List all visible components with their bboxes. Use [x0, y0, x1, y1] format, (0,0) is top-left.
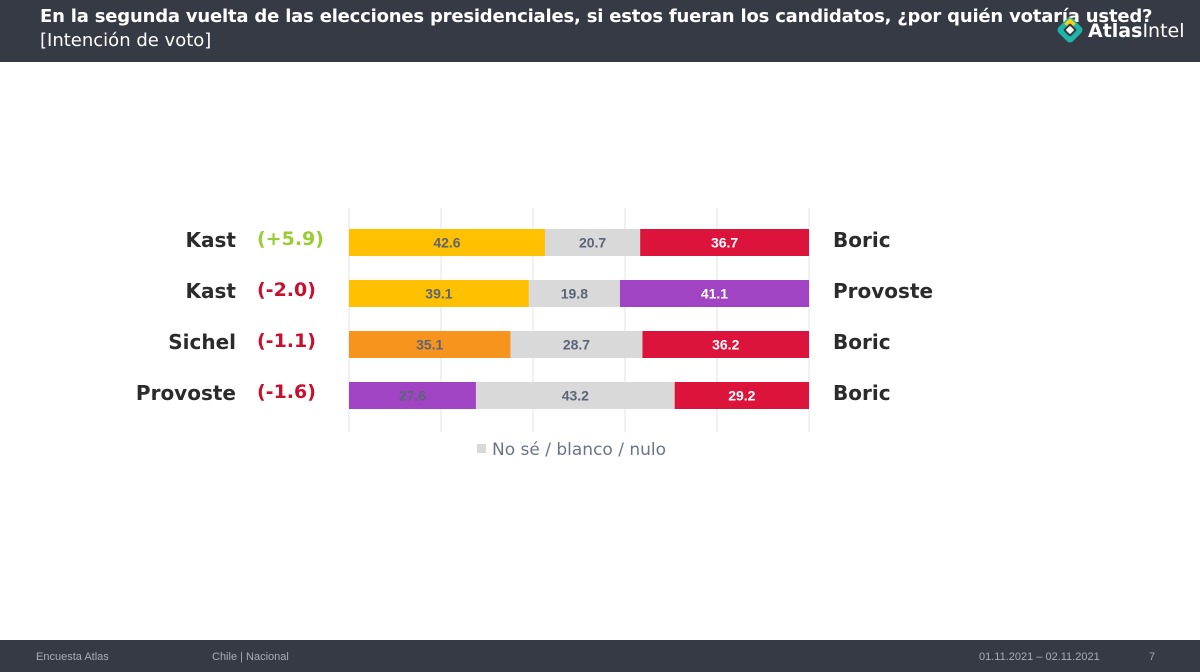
- bar-segment-undecided: [510, 331, 643, 358]
- footer-page-number: 7: [1149, 651, 1156, 663]
- bar-segment-undecided: [475, 382, 675, 409]
- data-label-right: 36.2: [712, 337, 739, 353]
- atlasintel-logo: AtlasIntel: [1057, 17, 1185, 45]
- footer-dates: 01.11.2021 – 02.11.2021: [979, 651, 1100, 663]
- header-bar: En la segunda vuelta de las elecciones p…: [0, 0, 1200, 62]
- atlas-logo-icon: [1057, 17, 1083, 43]
- chart-subtitle: [Intención de voto]: [40, 30, 212, 51]
- data-label-left: 27.6: [399, 388, 426, 404]
- candidate-label-right: Boric: [833, 330, 891, 354]
- candidate-label-left: Sichel: [168, 330, 236, 354]
- difference-label: (-1.6): [257, 381, 316, 403]
- logo-bold-text: Atlas: [1088, 20, 1143, 42]
- logo-wordmark: AtlasIntel: [1088, 20, 1185, 42]
- bar-segment-right: [619, 280, 809, 307]
- candidate-label-right: Boric: [833, 381, 891, 405]
- bar-segment-left: [349, 280, 529, 307]
- data-label-left: 35.1: [416, 337, 443, 353]
- candidate-label-left: Kast: [185, 228, 236, 252]
- bar-segment-left: [349, 382, 476, 409]
- bar-segment-undecided: [528, 280, 620, 307]
- footer-scope: Chile | Nacional: [212, 651, 289, 663]
- data-label-left: 42.6: [433, 235, 460, 251]
- difference-label: (-2.0): [257, 279, 316, 301]
- chart-legend: No sé / blanco / nulo: [477, 440, 666, 460]
- bar-segment-right: [640, 229, 809, 256]
- candidate-label-right: Boric: [833, 228, 891, 252]
- bar-segment-right: [642, 331, 809, 358]
- legend-label-undecided: No sé / blanco / nulo: [492, 440, 667, 460]
- logo-light-text: Intel: [1142, 20, 1185, 42]
- bar-segment-left: [349, 331, 511, 358]
- candidate-label-left: Kast: [185, 279, 236, 303]
- data-label-right: 36.7: [711, 235, 738, 251]
- candidate-label-left: Provoste: [135, 381, 236, 405]
- candidate-label-right: Provoste: [833, 279, 934, 303]
- footer-source: Encuesta Atlas: [36, 651, 109, 663]
- data-label-right: 41.1: [701, 286, 728, 302]
- bar-segment-left: [349, 229, 545, 256]
- data-label-undecided: 43.2: [562, 388, 589, 404]
- data-label-undecided: 28.7: [563, 337, 590, 353]
- data-label-left: 39.1: [425, 286, 452, 302]
- data-label-right: 29.2: [728, 388, 755, 404]
- bar-segment-undecided: [544, 229, 641, 256]
- data-label-undecided: 20.7: [579, 235, 606, 251]
- bar-segment-right: [674, 382, 809, 409]
- difference-label: (-1.1): [257, 330, 316, 352]
- chart-title: En la segunda vuelta de las elecciones p…: [40, 6, 1153, 27]
- legend-swatch-undecided: [477, 444, 486, 453]
- data-label-undecided: 19.8: [561, 286, 588, 302]
- difference-label: (+5.9): [257, 228, 324, 250]
- footer-bar: Encuesta Atlas Chile | Nacional 01.11.20…: [0, 640, 1200, 672]
